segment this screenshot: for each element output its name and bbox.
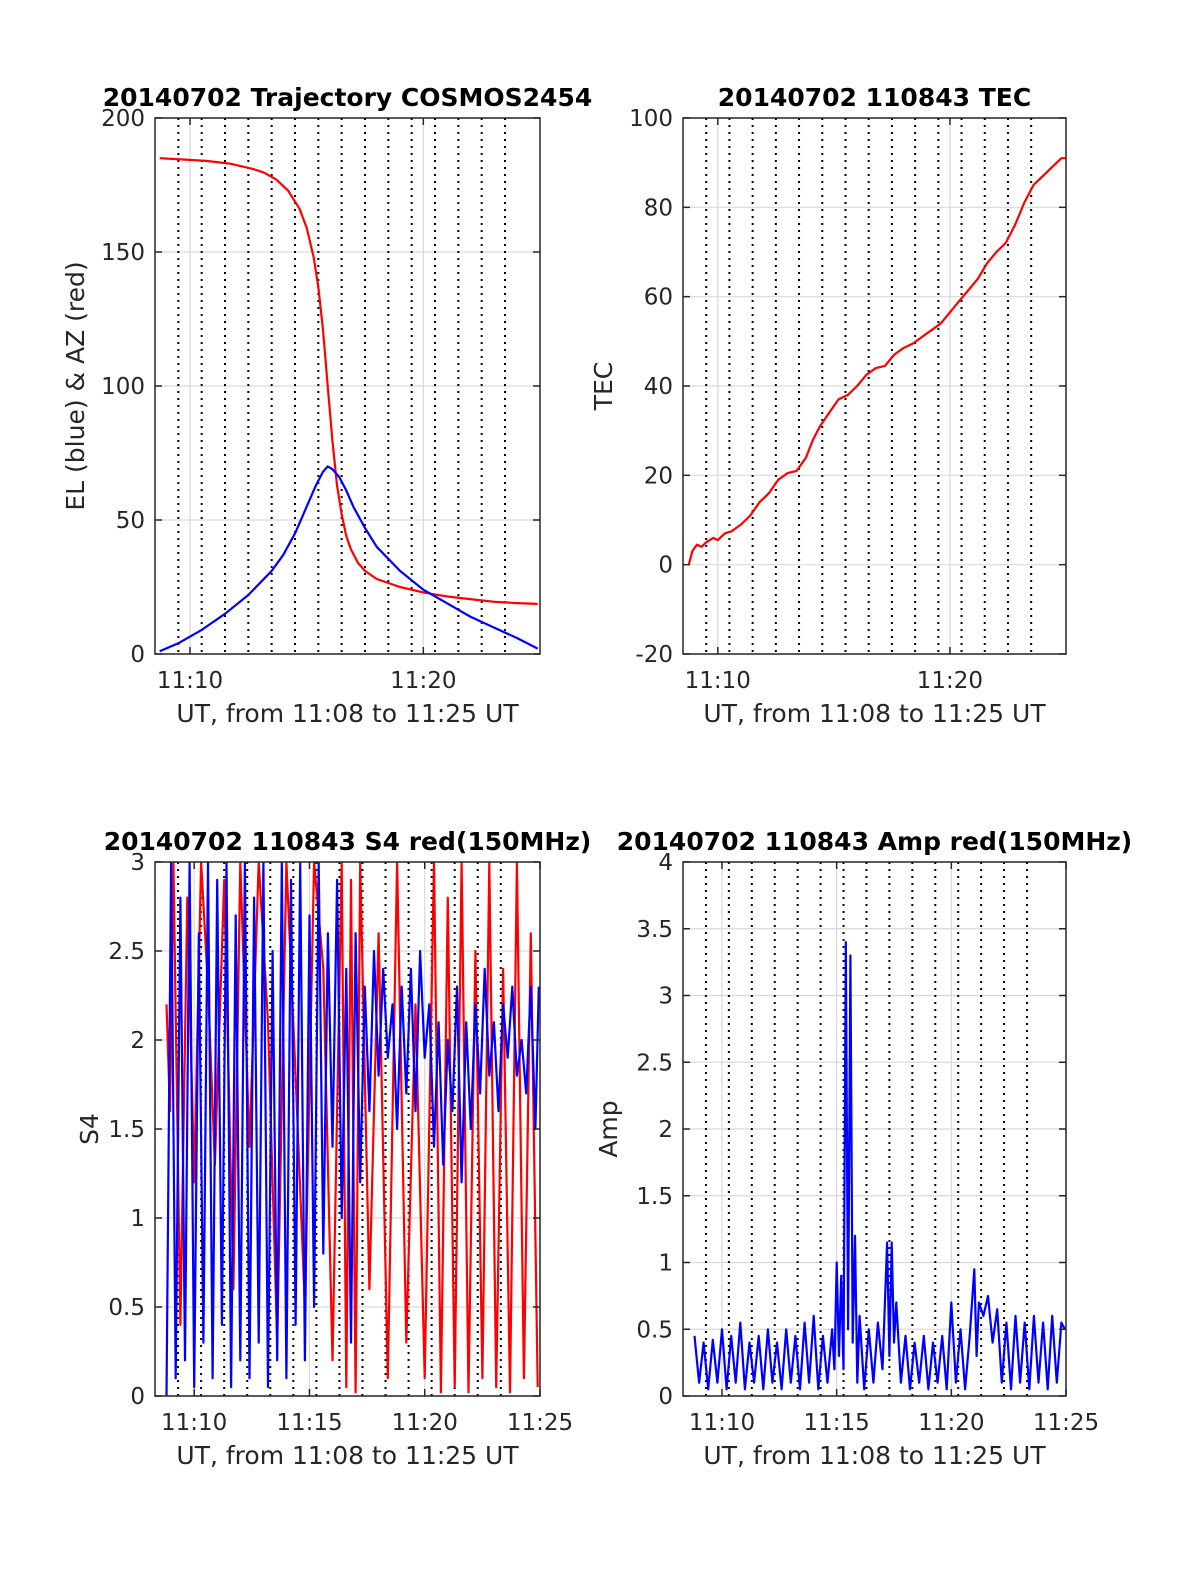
s4-ytick-label: 1.5	[108, 1117, 145, 1143]
trajectory-ytick-label: 200	[101, 106, 145, 132]
trajectory-xlabel: UT, from 11:08 to 11:25 UT	[176, 699, 519, 728]
tec-series-tec	[687, 157, 1066, 565]
trajectory-series-el-blue-	[159, 465, 539, 653]
amp-xlabel: UT, from 11:08 to 11:25 UT	[703, 1441, 1046, 1470]
amp-chart: 0 0.5 1 1.5 2 2.5 3 3.5 4 11:10 11:15 11:20 11:25 201…	[594, 827, 1132, 1470]
trajectory-xtick-label: 11:20	[390, 668, 456, 694]
s4-ytick-label: 0.5	[108, 1295, 145, 1321]
trajectory-ylabel: EL (blue) & AZ (red)	[61, 261, 90, 510]
tec-ytick-label: 0	[658, 553, 673, 579]
amp-series-amp	[693, 940, 1066, 1391]
s4-chart: 0 0.5 1 1.5 2 2.5 3 11:10 11:15 11:20 11:25 2014070…	[75, 827, 591, 1470]
tec-ytick-label: -20	[635, 642, 673, 668]
s4-series-group	[165, 862, 540, 1396]
amp-series-group	[693, 940, 1066, 1391]
amp-ytick-label: 4	[658, 850, 673, 876]
s4-xtick-label: 11:10	[161, 1410, 227, 1436]
trajectory-series-group	[159, 157, 539, 653]
trajectory-title: 20140702 Trajectory COSMOS2454	[103, 83, 593, 112]
tec-chart: -20 0 20 40 60 80 100 11:10 11:20 20140702 110843…	[589, 83, 1067, 728]
amp-ytick-label: 1	[658, 1251, 673, 1277]
tec-title: 20140702 110843 TEC	[718, 83, 1031, 112]
s4-xtick-label: 11:25	[507, 1410, 573, 1436]
amp-ytick-label: 1.5	[636, 1184, 673, 1210]
amp-ytick-label: 0	[658, 1384, 673, 1410]
amp-ytick-label: 2	[658, 1117, 673, 1143]
amp-title: 20140702 110843 Amp red(150MHz)	[617, 827, 1133, 856]
s4-title: 20140702 110843 S4 red(150MHz)	[104, 827, 592, 856]
trajectory-ytick-label: 150	[101, 240, 145, 266]
s4-xlabel: UT, from 11:08 to 11:25 UT	[176, 1441, 519, 1470]
amp-xtick-label: 11:20	[918, 1410, 984, 1436]
s4-ytick-label: 2.5	[108, 939, 145, 965]
tec-ytick-label: 100	[629, 106, 673, 132]
s4-xtick-label: 11:15	[276, 1410, 342, 1436]
tec-ytick-label: 80	[644, 195, 673, 221]
tec-xtick-label: 11:10	[685, 668, 751, 694]
amp-ylabel: Amp	[594, 1100, 623, 1157]
s4-series-blue	[165, 862, 540, 1396]
trajectory-ytick-label: 0	[130, 642, 145, 668]
s4-ytick-label: 0	[130, 1384, 145, 1410]
s4-ytick-label: 1	[130, 1206, 145, 1232]
tec-xtick-label: 11:20	[917, 668, 983, 694]
tec-series-group	[687, 157, 1066, 565]
trajectory-xtick-label: 11:10	[157, 668, 223, 694]
trajectory-chart: 0 50 100 150 200 11:10 11:20 20140702 Trajector…	[61, 83, 592, 728]
trajectory-ytick-label: 100	[101, 374, 145, 400]
tec-ytick-label: 60	[644, 285, 673, 311]
trajectory-ytick-label: 50	[116, 508, 145, 534]
amp-xtick-label: 11:15	[804, 1410, 870, 1436]
amp-xtick-label: 11:10	[689, 1410, 755, 1436]
tec-xlabel: UT, from 11:08 to 11:25 UT	[703, 699, 1046, 728]
amp-ytick-label: 0.5	[636, 1317, 673, 1343]
amp-ytick-label: 2.5	[636, 1050, 673, 1076]
s4-ylabel: S4	[75, 1113, 104, 1145]
tec-ytick-label: 20	[644, 463, 673, 489]
trajectory-series-az-red-	[159, 157, 538, 605]
amp-ytick-label: 3	[658, 984, 673, 1010]
amp-ytick-label: 3.5	[636, 917, 673, 943]
amp-xtick-label: 11:25	[1033, 1410, 1099, 1436]
s4-ytick-label: 3	[130, 850, 145, 876]
tec-ytick-label: 40	[644, 374, 673, 400]
s4-ytick-label: 2	[130, 1028, 145, 1054]
s4-xtick-label: 11:20	[392, 1410, 458, 1436]
tec-ylabel: TEC	[589, 362, 618, 412]
